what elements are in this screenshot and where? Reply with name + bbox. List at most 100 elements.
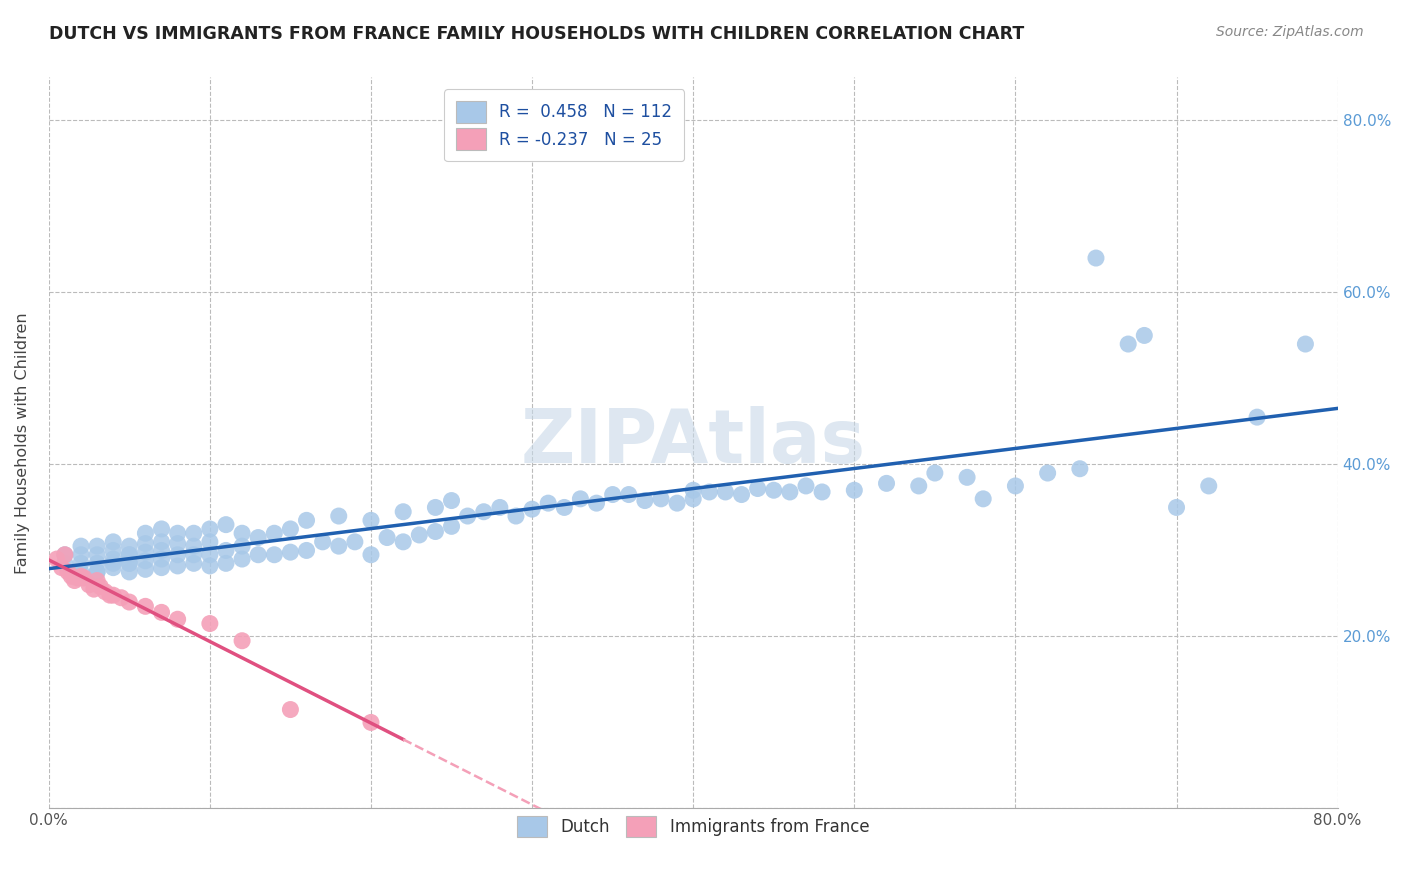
Point bbox=[118, 565, 141, 579]
Point bbox=[1036, 466, 1059, 480]
Text: Source: ZipAtlas.com: Source: ZipAtlas.com bbox=[1216, 25, 1364, 39]
Point bbox=[360, 548, 382, 562]
Point bbox=[489, 500, 512, 515]
Point bbox=[440, 493, 463, 508]
Point bbox=[103, 560, 125, 574]
Point bbox=[70, 569, 93, 583]
Point bbox=[215, 517, 238, 532]
Y-axis label: Family Households with Children: Family Households with Children bbox=[15, 312, 30, 574]
Text: ZIPAtlas: ZIPAtlas bbox=[520, 407, 866, 479]
Point bbox=[110, 591, 132, 605]
Point bbox=[183, 526, 205, 541]
Point bbox=[280, 702, 302, 716]
Point bbox=[328, 509, 350, 524]
Point bbox=[118, 548, 141, 562]
Point bbox=[295, 513, 318, 527]
Point bbox=[51, 560, 73, 574]
Point bbox=[166, 526, 188, 541]
Point bbox=[1116, 337, 1139, 351]
Point bbox=[94, 584, 117, 599]
Point bbox=[56, 565, 79, 579]
Point bbox=[730, 487, 752, 501]
Point bbox=[440, 519, 463, 533]
Point bbox=[134, 562, 156, 576]
Point bbox=[280, 522, 302, 536]
Point bbox=[876, 476, 898, 491]
Point bbox=[553, 500, 575, 515]
Point bbox=[714, 485, 737, 500]
Point bbox=[166, 548, 188, 562]
Point bbox=[585, 496, 607, 510]
Point bbox=[86, 565, 108, 579]
Point bbox=[103, 557, 125, 571]
Point bbox=[150, 552, 173, 566]
Point bbox=[150, 522, 173, 536]
Point bbox=[45, 552, 67, 566]
Point bbox=[972, 491, 994, 506]
Point bbox=[70, 557, 93, 571]
Point bbox=[697, 485, 720, 500]
Point bbox=[166, 536, 188, 550]
Point bbox=[602, 487, 624, 501]
Point bbox=[83, 582, 105, 596]
Point bbox=[1198, 479, 1220, 493]
Point bbox=[118, 595, 141, 609]
Point bbox=[60, 569, 83, 583]
Point bbox=[762, 483, 785, 498]
Point bbox=[1246, 410, 1268, 425]
Point bbox=[682, 491, 704, 506]
Point bbox=[183, 539, 205, 553]
Point bbox=[311, 534, 333, 549]
Point bbox=[779, 485, 801, 500]
Text: DUTCH VS IMMIGRANTS FROM FRANCE FAMILY HOUSEHOLDS WITH CHILDREN CORRELATION CHAR: DUTCH VS IMMIGRANTS FROM FRANCE FAMILY H… bbox=[49, 25, 1025, 43]
Point bbox=[86, 574, 108, 588]
Point bbox=[425, 524, 447, 539]
Point bbox=[89, 580, 111, 594]
Point bbox=[1084, 251, 1107, 265]
Point bbox=[118, 557, 141, 571]
Point bbox=[86, 565, 108, 579]
Point bbox=[215, 543, 238, 558]
Point bbox=[103, 588, 125, 602]
Point bbox=[811, 485, 834, 500]
Point bbox=[198, 558, 221, 573]
Point bbox=[183, 557, 205, 571]
Point bbox=[86, 557, 108, 571]
Point bbox=[73, 571, 96, 585]
Point bbox=[118, 557, 141, 571]
Point bbox=[360, 513, 382, 527]
Point bbox=[198, 522, 221, 536]
Point bbox=[650, 491, 672, 506]
Point bbox=[1133, 328, 1156, 343]
Point bbox=[505, 509, 527, 524]
Point bbox=[150, 560, 173, 574]
Point bbox=[569, 491, 592, 506]
Point bbox=[150, 543, 173, 558]
Point bbox=[215, 557, 238, 571]
Point bbox=[263, 526, 285, 541]
Point bbox=[198, 616, 221, 631]
Point bbox=[134, 536, 156, 550]
Point bbox=[1004, 479, 1026, 493]
Point bbox=[98, 588, 121, 602]
Point bbox=[103, 552, 125, 566]
Point bbox=[134, 599, 156, 614]
Point bbox=[231, 633, 253, 648]
Point bbox=[617, 487, 640, 501]
Point bbox=[425, 500, 447, 515]
Point bbox=[666, 496, 689, 510]
Point bbox=[375, 531, 398, 545]
Point bbox=[231, 552, 253, 566]
Point bbox=[66, 571, 89, 585]
Point bbox=[328, 539, 350, 553]
Point bbox=[118, 548, 141, 562]
Point bbox=[907, 479, 929, 493]
Point bbox=[70, 565, 93, 579]
Point bbox=[134, 526, 156, 541]
Point bbox=[86, 539, 108, 553]
Point bbox=[103, 543, 125, 558]
Point bbox=[392, 534, 415, 549]
Point bbox=[231, 539, 253, 553]
Point bbox=[183, 548, 205, 562]
Point bbox=[134, 554, 156, 568]
